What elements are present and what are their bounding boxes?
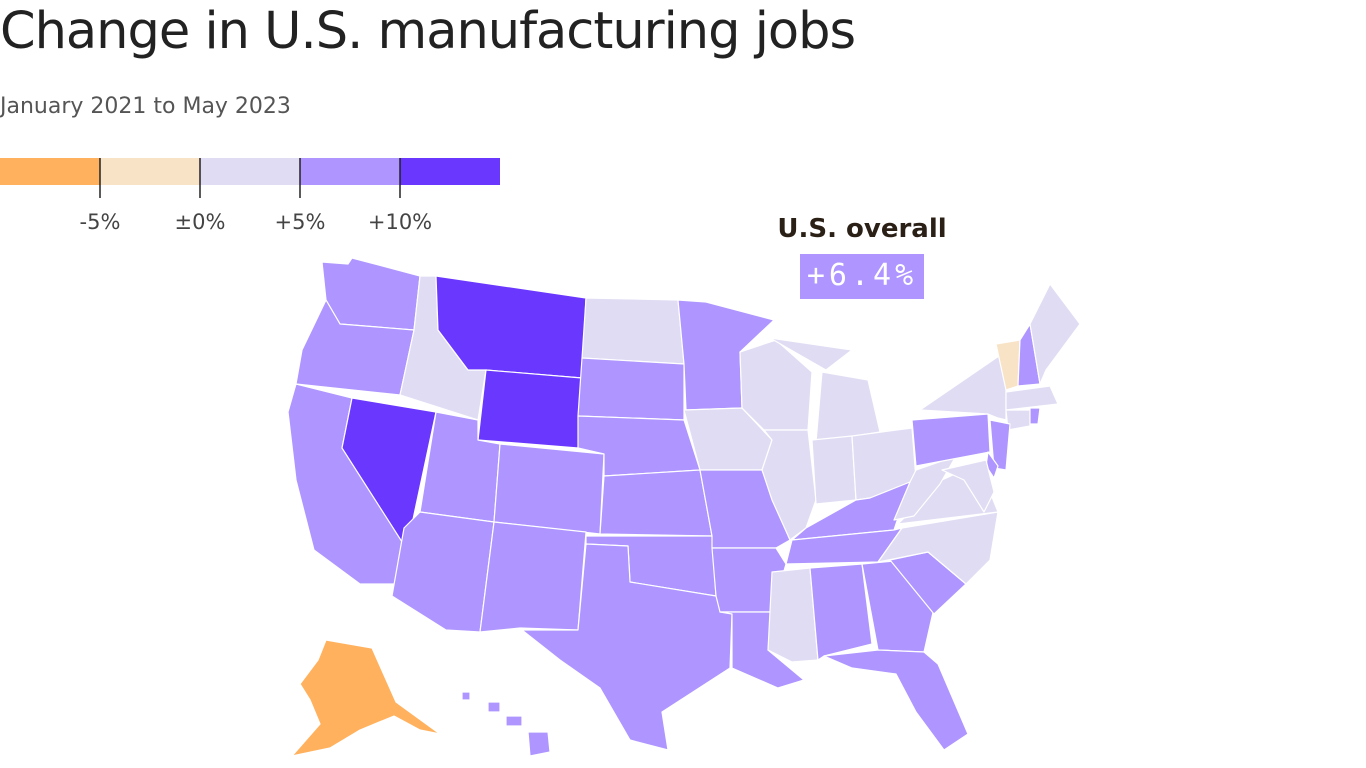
legend-tick-label: +5% [274,210,326,234]
legend-swatch [400,158,500,185]
state-wy [477,369,583,449]
color-legend: -5% ±0% +5% +10% [0,158,500,238]
legend-color-bar [0,158,500,198]
us-overall-value: +6.4% [799,254,925,299]
state-al [809,563,873,661]
state-hi [461,691,551,757]
state-in [811,435,857,505]
state-ms [767,567,819,663]
legend-swatch [200,158,300,185]
state-ma [1005,385,1059,411]
state-sd [577,357,685,421]
us-overall-label: U.S. overall [777,214,947,244]
state-nd [581,297,685,365]
state-ny [919,351,1007,421]
us-overall-callout: U.S. overall +6.4% [776,214,948,299]
state-az [391,511,495,633]
legend-swatch [300,158,400,185]
state-co [493,443,605,535]
legend-swatch [100,158,200,185]
legend-tick-label: ±0% [174,210,226,234]
state-ks [599,469,713,537]
page-title: Change in U.S. manufacturing jobs [0,2,856,61]
state-ri [1029,407,1041,425]
subtitle: January 2021 to May 2023 [0,94,291,119]
state-nj [989,419,1011,471]
legend-tick-label: +10% [367,210,433,234]
state-nm [479,521,587,633]
state-me [1029,283,1081,385]
state-nc [877,511,999,585]
legend-tick-label: -5% [79,210,121,234]
state-tx [521,543,733,751]
state-ak [291,639,441,757]
state-fl [823,649,969,751]
state-il [761,429,817,541]
state-md [941,459,995,513]
legend-swatch [0,158,100,185]
state-pa [911,413,991,467]
